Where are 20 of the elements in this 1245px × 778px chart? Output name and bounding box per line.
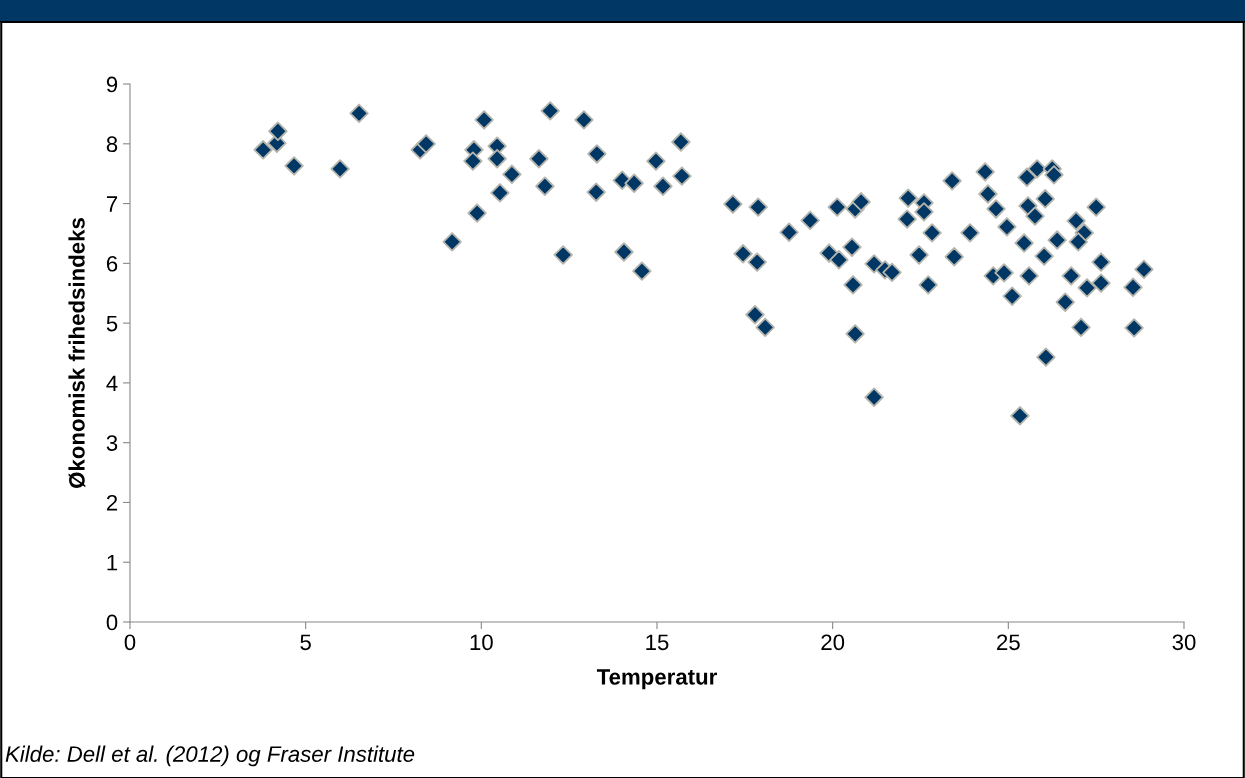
x-tick-label: 25	[997, 634, 1020, 651]
x-tick-label: 20	[821, 634, 845, 651]
y-tick-label: 9	[106, 76, 118, 93]
y-tick-label: 7	[106, 196, 118, 212]
y-tick-label: 4	[106, 375, 118, 391]
y-tick-label: 0	[106, 614, 118, 631]
y-tick-label: 3	[106, 435, 118, 451]
x-tick-label: 30	[1172, 634, 1196, 651]
y-tick-label: 1	[107, 555, 118, 571]
x-tick-label: 5	[300, 634, 311, 651]
y-tick-label: 5	[106, 315, 118, 332]
y-tick-label: 2	[106, 494, 118, 511]
y-tick-label: 6	[106, 255, 118, 272]
text: Kilde: Dell et al. (2012) og Fraser Institute	[5, 745, 415, 767]
y-tick-label: 8	[106, 136, 118, 153]
x-tick-label: 15	[646, 634, 669, 651]
x-tick-label: 0	[124, 634, 136, 651]
x-axis-title: Temperatur	[596, 669, 717, 690]
y-axis-title: Økonomisk frihedsindeks	[68, 218, 86, 488]
x-tick-label: 10	[470, 634, 493, 651]
